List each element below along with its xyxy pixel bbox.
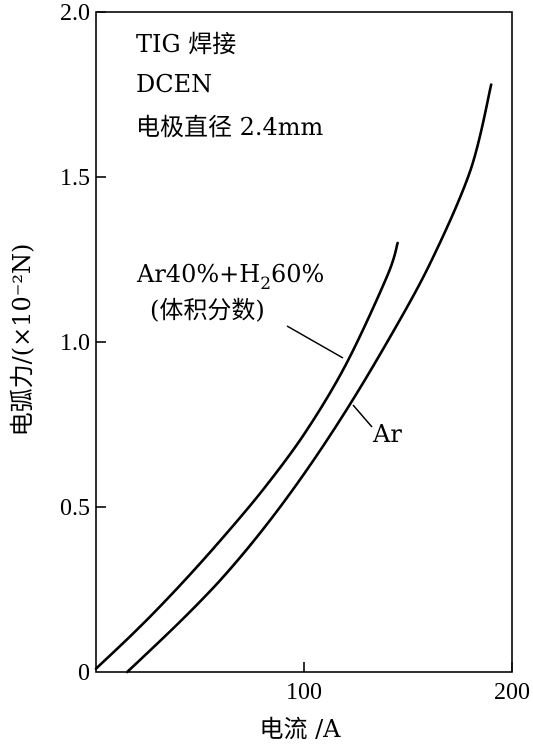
axes xyxy=(95,11,513,673)
plot-frame xyxy=(95,11,513,673)
y-axis-title: 电弧力/(×10⁻²N) xyxy=(8,244,36,437)
annotation-1: TIG 焊接 xyxy=(136,30,236,58)
series-ar-leader xyxy=(352,404,373,428)
y-tick-label: 2.0 xyxy=(60,0,90,26)
origin-label: 0 xyxy=(78,660,90,686)
series-ar-h2-sublabel: (体积分数) xyxy=(150,296,265,324)
ticks: 100 200 0.5 1.0 1.5 2.0 0 xyxy=(60,0,530,705)
series-ar-line xyxy=(125,83,493,674)
x-axis-title: 电流 /A xyxy=(259,715,341,743)
y-tick-label: 1.5 xyxy=(60,165,90,191)
series-ar-label: Ar xyxy=(372,420,402,448)
series-ar-h2-label: Ar40%+H260% xyxy=(136,260,324,294)
series-layer xyxy=(94,83,493,674)
series-ar-h2-line xyxy=(94,241,399,670)
x-tick-label: 100 xyxy=(286,679,322,705)
labels: 电流 /A 电弧力/(×10⁻²N) TIG 焊接 DCEN 电极直径 2.4mm Ar4… xyxy=(8,30,402,743)
annotation-3: 电极直径 2.4mm xyxy=(136,113,324,141)
y-tick-label: 1.0 xyxy=(60,330,90,356)
annotation-2: DCEN xyxy=(136,70,212,98)
x-tick-label: 200 xyxy=(494,679,530,705)
series-ar-h2-leader xyxy=(286,325,344,359)
y-tick-label: 0.5 xyxy=(60,495,90,521)
